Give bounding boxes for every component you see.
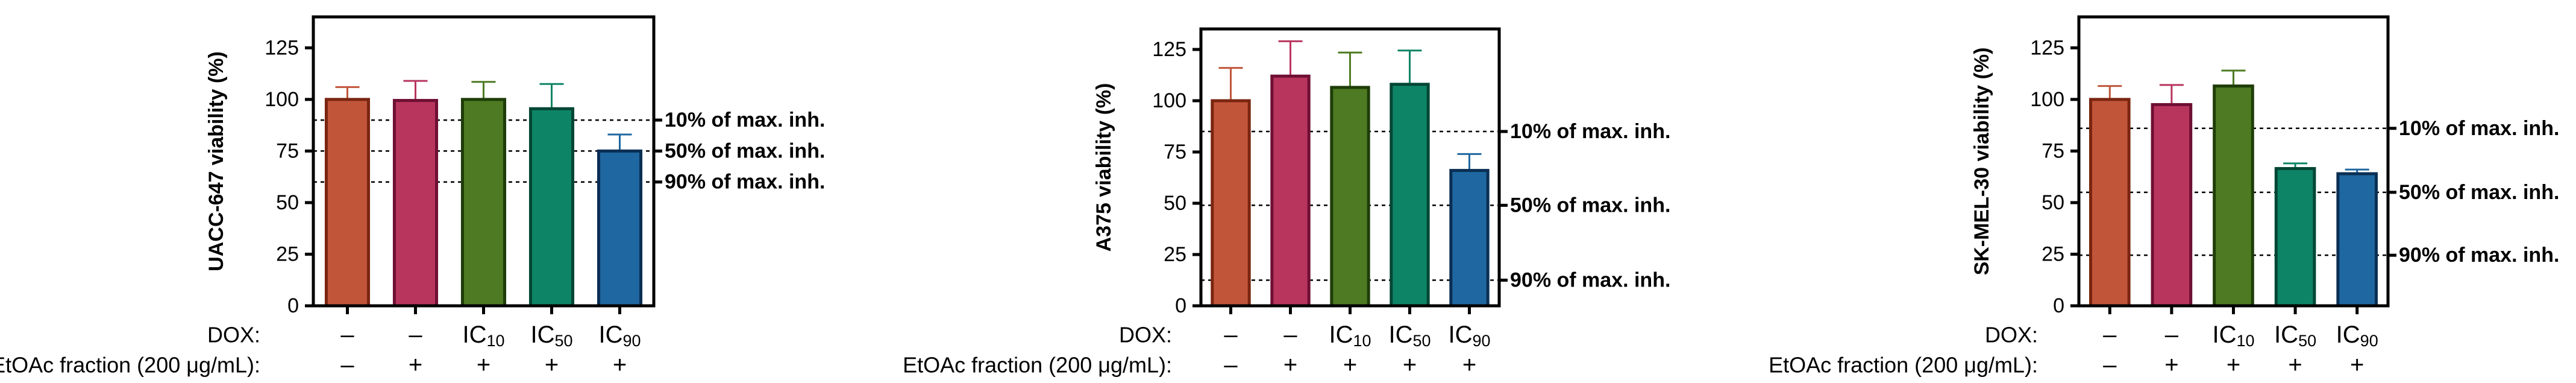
dox-label-etoac: – (409, 321, 422, 348)
y-tick-label: 25 (276, 242, 299, 265)
y-tick-label: 100 (265, 88, 299, 111)
threshold-label-10pct: 10% of max. inh. (1510, 120, 1670, 143)
dox-label-control: – (340, 321, 354, 348)
y-tick-label: 50 (276, 191, 299, 214)
dox-label-ic50: IC50 (2274, 321, 2316, 350)
y-tick-label: 125 (265, 36, 299, 59)
y-tick-label: 75 (2042, 139, 2064, 162)
row-label-dox: DOX: (207, 323, 260, 347)
etoac-label-ic90: + (1462, 352, 1476, 378)
etoac-label-ic50: + (545, 352, 559, 378)
etoac-label-ic50: + (1403, 352, 1417, 378)
etoac-label-etoac: + (409, 352, 422, 378)
chart-panel-skmel30: 0 25 50 75 100 125 SK-MEL-30 viability (%) 10% … (1769, 15, 2559, 378)
etoac-label-control: – (340, 352, 354, 378)
bar-etoac (392, 99, 439, 308)
threshold-label-50pct: 50% of max. inh. (2399, 181, 2559, 204)
y-tick-label: 0 (2053, 294, 2064, 317)
chart-panel-a375: 0 25 50 75 100 125 A375 viability (%) 10% of ma… (903, 27, 1670, 378)
dox-label-control: – (1224, 321, 1238, 348)
bar-ic90 (1449, 169, 1490, 308)
dox-label-etoac: – (2165, 321, 2179, 348)
row-label-dox: DOX: (1985, 323, 2038, 347)
bar-ic10 (1330, 86, 1370, 308)
y-tick-label: 125 (1152, 38, 1186, 61)
row-label-etoac: EtOAc fraction (200 μg/mL): (1769, 353, 2038, 378)
threshold-label-90pct: 90% of max. inh. (2399, 244, 2559, 267)
y-axis-title: A375 viability (%) (1092, 83, 1115, 252)
etoac-label-ic10: + (2227, 352, 2240, 378)
y-axis-title: SK-MEL-30 viability (%) (1970, 48, 1993, 276)
bar-etoac (2151, 103, 2193, 308)
bar-control (2089, 98, 2131, 308)
dox-label-ic50: IC50 (1388, 321, 1431, 350)
bar-ic50 (528, 107, 575, 308)
threshold-label-50pct: 50% of max. inh. (665, 139, 825, 162)
dox-label-etoac: – (1283, 321, 1297, 348)
dox-label-ic10: IC10 (462, 321, 504, 350)
dox-label-ic50: IC50 (530, 321, 572, 350)
etoac-label-ic10: + (477, 352, 490, 378)
bar-control (1211, 99, 1251, 308)
y-tick-label: 100 (2030, 88, 2064, 111)
etoac-label-ic90: + (613, 352, 627, 378)
y-tick-label: 50 (1164, 192, 1186, 215)
row-label-etoac: EtOAc fraction (200 μg/mL): (903, 353, 1172, 378)
etoac-label-etoac: + (2164, 352, 2178, 378)
etoac-label-control: – (2103, 352, 2117, 378)
dox-label-ic10: IC10 (1329, 321, 1371, 350)
bar-ic10 (2213, 84, 2254, 308)
dox-label-control: – (2103, 321, 2117, 348)
bar-ic50 (1390, 83, 1430, 308)
etoac-label-control: – (1224, 352, 1238, 378)
bar-ic90 (597, 149, 643, 308)
y-axis-title: UACC-647 viability (%) (205, 51, 228, 271)
dox-label-ic90: IC90 (598, 321, 641, 350)
y-tick-label: 125 (2030, 36, 2064, 59)
dox-label-ic90: IC90 (1448, 321, 1490, 350)
threshold-label-10pct: 10% of max. inh. (2399, 117, 2559, 140)
dox-label-ic90: IC90 (2336, 321, 2378, 350)
y-tick-label: 0 (1175, 294, 1186, 317)
row-label-etoac: EtOAc fraction (200 μg/mL): (0, 353, 260, 378)
dox-label-ic10: IC10 (2212, 321, 2254, 350)
bar-control (324, 98, 371, 308)
y-tick-label: 25 (1164, 243, 1186, 266)
threshold-label-90pct: 90% of max. inh. (665, 171, 825, 194)
y-tick-label: 50 (2042, 191, 2064, 214)
bar-etoac (1270, 74, 1311, 308)
etoac-label-ic10: + (1343, 352, 1357, 378)
threshold-label-10pct: 10% of max. inh. (665, 109, 825, 131)
y-tick-label: 25 (2042, 242, 2064, 265)
y-tick-label: 0 (287, 294, 299, 317)
etoac-label-ic90: + (2350, 352, 2364, 378)
y-tick-label: 75 (276, 139, 299, 162)
row-label-dox: DOX: (1119, 323, 1172, 347)
bar-ic50 (2274, 166, 2316, 308)
y-tick-label: 100 (1152, 89, 1186, 112)
y-tick-label: 75 (1164, 141, 1186, 163)
etoac-label-ic50: + (2288, 352, 2302, 378)
chart-panel-uacc647: 0 25 50 75 100 125 UACC-647 viability (%) 10% o… (0, 15, 825, 378)
bar-ic10 (460, 98, 507, 308)
threshold-label-50pct: 50% of max. inh. (1510, 194, 1670, 217)
bar-ic90 (2336, 172, 2378, 308)
etoac-label-etoac: + (1283, 352, 1297, 378)
threshold-label-90pct: 90% of max. inh. (1510, 269, 1670, 292)
